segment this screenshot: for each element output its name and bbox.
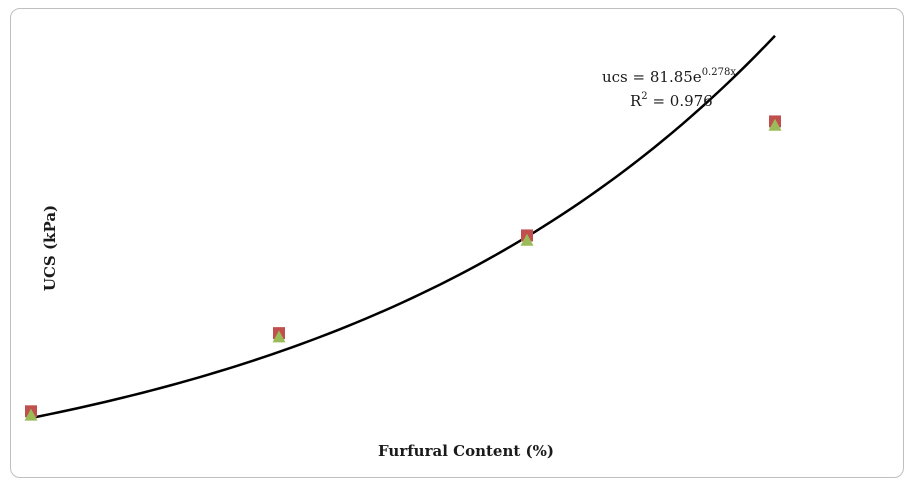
trendline-layer	[30, 34, 776, 420]
marks-layer	[24, 115, 782, 421]
trendline-r-squared: R2 = 0.976	[630, 91, 713, 110]
chart-frame	[10, 8, 904, 478]
trendline-equation: ucs = 81.85e0.278x	[602, 67, 736, 86]
series-2-point-2	[272, 330, 286, 343]
x-axis-title: Furfural Content (%)	[378, 442, 554, 460]
series-2-point-4	[768, 118, 782, 131]
trendline	[30, 34, 776, 420]
series-2-point-3	[520, 233, 534, 246]
y-axis-title: UCS (kPa)	[41, 205, 59, 291]
series-2-point-1	[24, 408, 38, 421]
